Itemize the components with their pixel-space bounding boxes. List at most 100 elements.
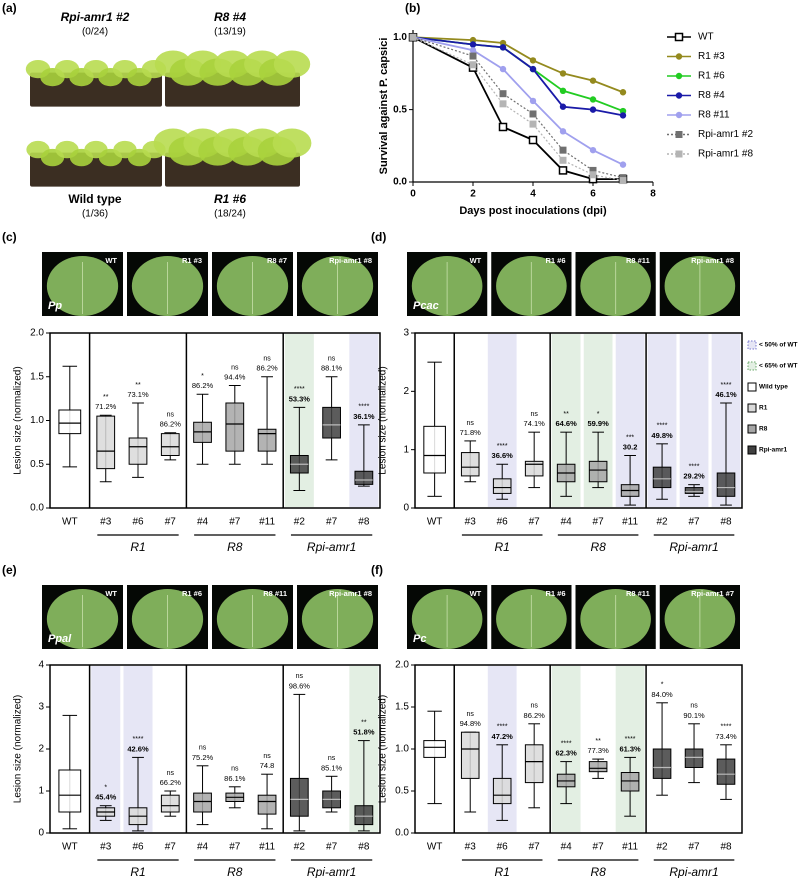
significance: ** [135, 382, 141, 389]
x-tick-label: #2 [294, 517, 306, 528]
change-label: 94.8% [460, 719, 482, 728]
legend-label: R1 [759, 405, 768, 412]
box [289, 777, 309, 817]
legend-marker [675, 53, 683, 60]
marker [559, 70, 567, 77]
box [716, 472, 736, 497]
highlight [679, 334, 709, 507]
change-label: 74.8 [260, 761, 275, 770]
plot-frame [414, 332, 743, 509]
y-tick-label: 0 [403, 503, 409, 514]
legend-marker [675, 131, 683, 138]
panel-label: (d) [371, 230, 386, 244]
significance: ** [103, 394, 109, 401]
significance: ns [467, 420, 475, 427]
x-tick-label: 4 [530, 189, 536, 200]
legend-label: Rpi-amr1 #2 [698, 129, 753, 140]
significance: * [201, 373, 204, 380]
y-tick-label: 2 [403, 386, 409, 397]
y-axis-label: Lesion size (normalized) [13, 366, 24, 474]
plant-name: R1 #6 [214, 192, 246, 206]
photo-label: Rpi-amr1 #8 [329, 589, 372, 598]
significance: ns [231, 766, 239, 773]
box [58, 769, 82, 813]
legend-label: < 50% of WT [759, 342, 797, 349]
change-label: 86.2% [160, 420, 182, 429]
marker [589, 77, 597, 84]
change-label: 88.1% [321, 364, 343, 373]
x-tick-label: #7 [326, 517, 338, 528]
legend-label: R8 #11 [698, 110, 730, 121]
significance: ** [361, 719, 367, 726]
plant-photo [153, 128, 312, 166]
x-tick-label: #7 [529, 517, 541, 528]
box [160, 433, 180, 456]
significance: ns [296, 673, 304, 680]
x-tick-label: #8 [358, 517, 370, 528]
x-tick-label: #11 [622, 517, 638, 528]
box [96, 415, 116, 470]
y-tick-label: 0.0 [393, 177, 407, 188]
marker [558, 166, 568, 175]
box [588, 761, 608, 773]
significance: ns [231, 364, 239, 371]
box [423, 425, 446, 474]
legend-label: R1 #6 [698, 71, 725, 82]
x-tick-label: #3 [100, 842, 112, 853]
y-tick-label: 0 [38, 828, 44, 839]
significance: **** [358, 404, 369, 411]
legend-marker [675, 111, 683, 119]
box [652, 466, 672, 489]
photo-label: R1 #3 [182, 256, 202, 265]
marker [559, 156, 567, 164]
x-tick-label: #3 [465, 842, 477, 853]
significance: * [597, 411, 600, 418]
x-tick-label: 2 [470, 189, 476, 200]
box [684, 748, 704, 768]
y-axis-label: Lesion size (normalized) [13, 695, 24, 803]
significance: ns [530, 703, 538, 710]
leaf [272, 128, 312, 158]
change-label: 85.1% [321, 763, 343, 772]
marker [559, 146, 567, 154]
legend-label: R8 #4 [698, 90, 725, 101]
significance: **** [294, 386, 305, 393]
significance: * [104, 785, 107, 792]
significance: ns [467, 711, 475, 718]
panel-label: (c) [2, 230, 17, 244]
change-label: 29.2% [683, 472, 705, 481]
highlight [551, 666, 581, 832]
box [620, 772, 640, 792]
panel-label: (e) [2, 563, 17, 577]
pathogen-label: Pcac [413, 300, 439, 312]
change-label: 86.1% [224, 774, 246, 783]
leaf [273, 50, 311, 78]
photo-label: R1 #6 [545, 589, 565, 598]
significance: ns [167, 412, 175, 419]
significance: *** [626, 434, 634, 441]
marker [619, 161, 627, 168]
significance: ns [263, 356, 271, 363]
change-label: 46.1% [715, 390, 737, 399]
y-tick-label: 2 [38, 744, 44, 755]
x-tick-label: #4 [561, 842, 573, 853]
photo-label: Rpi-amr1 #8 [691, 256, 734, 265]
box [354, 805, 374, 826]
plant-score: (0/24) [82, 27, 108, 38]
marker [619, 112, 627, 119]
x-tick-label: WT [427, 842, 443, 853]
significance: ** [563, 411, 569, 418]
marker [528, 135, 538, 145]
x-tick-label: #3 [465, 517, 477, 528]
y-tick-label: 0.5 [395, 786, 409, 797]
box [225, 402, 245, 452]
plant-name: Rpi-amr1 #2 [61, 10, 130, 24]
legend-label: R1 #3 [698, 51, 725, 62]
x-tick-label: #7 [529, 842, 541, 853]
x-tick-label: #4 [561, 517, 573, 528]
marker [619, 177, 627, 185]
panel-label: (a) [2, 1, 17, 15]
box [684, 487, 704, 494]
plant-score: (18/24) [214, 209, 246, 220]
